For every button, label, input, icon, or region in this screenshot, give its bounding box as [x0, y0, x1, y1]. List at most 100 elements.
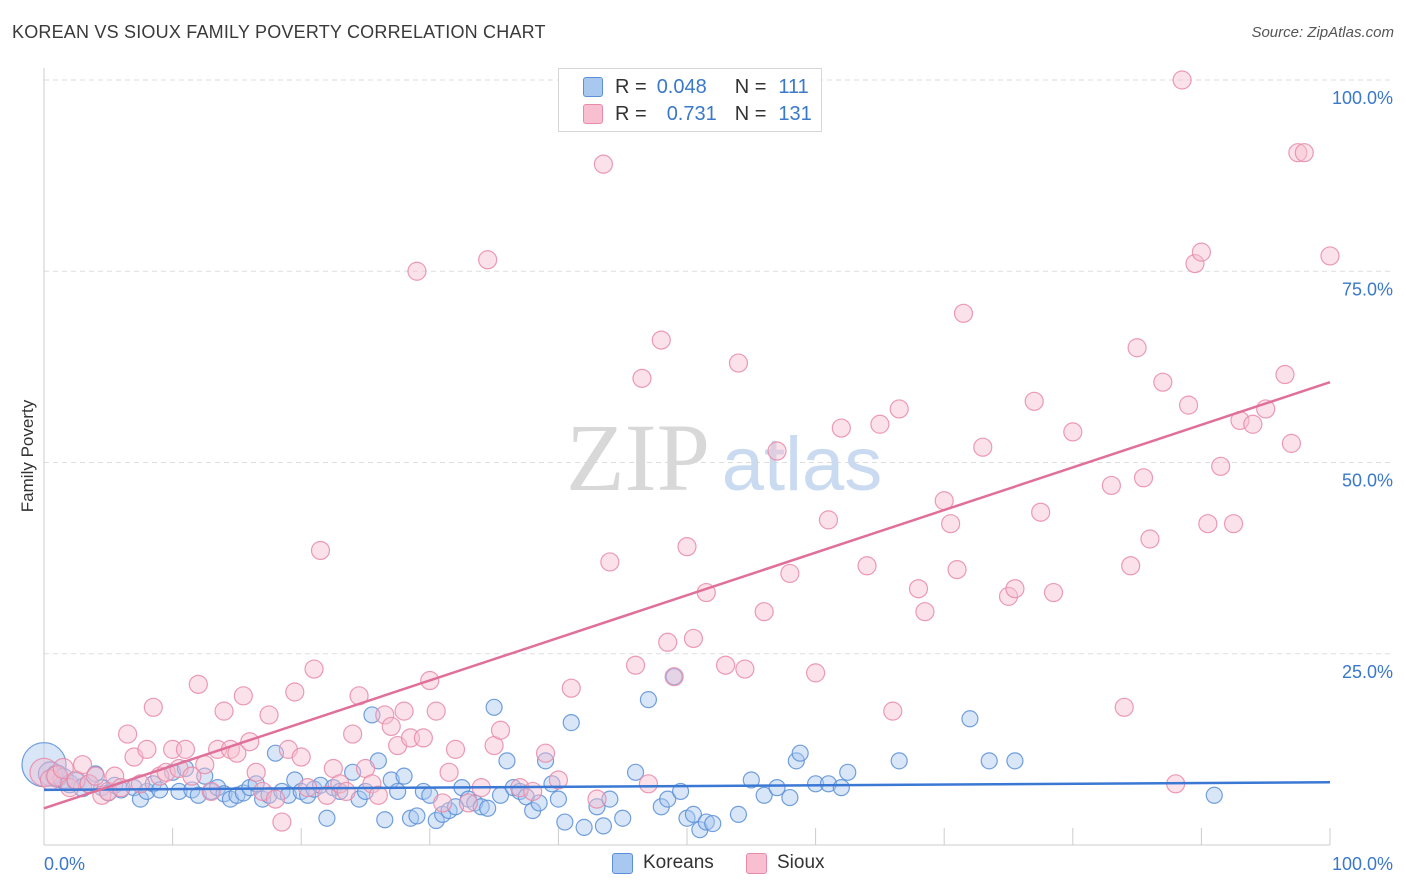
sioux-point	[651, 330, 671, 350]
sioux-point	[715, 655, 736, 675]
sioux-point	[259, 705, 279, 725]
sioux-point	[375, 705, 395, 725]
sioux-point	[998, 586, 1019, 606]
korean-point	[536, 752, 555, 770]
sioux-point	[638, 774, 659, 794]
sioux-point	[883, 701, 903, 721]
sioux-point	[304, 659, 324, 679]
sioux-point	[658, 632, 678, 652]
sioux-point	[317, 785, 337, 805]
korean-point	[549, 790, 568, 808]
korean-point	[684, 805, 703, 824]
korean-point	[791, 744, 809, 762]
sioux-point	[246, 762, 266, 782]
korean-point	[86, 765, 105, 783]
bottom-legend-label-koreans: Koreans	[643, 852, 714, 873]
sioux-point	[735, 659, 755, 679]
sioux-point	[265, 789, 286, 809]
sioux-point	[1133, 468, 1154, 488]
korean-point	[1006, 752, 1024, 770]
stats-legend: R = 0.048 N = 111 R = 0.731 N = 131	[558, 68, 822, 132]
sioux-point	[889, 399, 909, 419]
sioux-point	[445, 739, 466, 759]
legend-row-koreans: R = 0.048 N = 111	[583, 75, 809, 99]
sioux-point	[272, 812, 292, 832]
korean-point	[742, 771, 760, 789]
korean-point	[839, 763, 857, 781]
korean-point	[755, 786, 773, 804]
sioux-point	[1140, 529, 1160, 549]
korean-point	[659, 790, 677, 808]
korean-point	[671, 782, 690, 801]
sioux-point	[632, 368, 652, 388]
sioux-point	[1127, 338, 1147, 358]
korean-point	[408, 807, 426, 825]
sioux-point	[593, 154, 614, 174]
x-tick-label: 100.0%	[1332, 854, 1393, 874]
korean-point	[363, 706, 381, 724]
sioux-point	[336, 781, 356, 802]
korean-point	[980, 752, 998, 770]
sioux-point	[1101, 475, 1121, 496]
sioux-point	[915, 602, 935, 622]
y-axis-label: Family Poverty	[18, 399, 37, 513]
sioux-point	[478, 250, 498, 270]
sioux-point	[1243, 414, 1263, 434]
sioux-point	[767, 441, 787, 461]
sioux-point	[1178, 395, 1199, 415]
sioux-point	[664, 667, 684, 687]
sioux-point	[1024, 391, 1044, 411]
sioux-point	[201, 781, 221, 802]
sioux-point	[407, 261, 427, 281]
sioux-point	[381, 716, 401, 737]
legend-r-value: 0.731	[666, 102, 717, 125]
source-label: Source: ZipAtlas.com	[1251, 24, 1394, 41]
sioux-point	[214, 701, 234, 721]
sioux-point	[754, 602, 774, 622]
sioux-point	[1198, 514, 1218, 534]
sioux-point	[413, 728, 433, 748]
sioux-point	[143, 697, 163, 717]
x-tick-label: 0.0%	[44, 854, 85, 874]
sioux-point	[973, 437, 993, 457]
legend-swatch-sioux	[583, 104, 603, 124]
sioux-point	[1043, 582, 1064, 603]
bottom-legend-swatch-sioux	[746, 852, 767, 874]
korean-point	[781, 788, 799, 807]
sioux-point	[60, 778, 80, 798]
sioux-point	[561, 678, 581, 698]
y-tick-label: 100.0%	[1332, 88, 1393, 108]
sioux-point	[625, 655, 646, 675]
korean-point	[890, 752, 908, 770]
korean-point	[170, 782, 188, 801]
legend-r-label: R =	[615, 102, 647, 125]
x-tick-labels: 0.0% 100.0%	[44, 854, 1393, 874]
watermark: ZIP atlas	[566, 404, 882, 511]
sioux-point	[117, 724, 138, 744]
legend-r-label: R =	[615, 75, 647, 98]
sioux-point	[1153, 372, 1173, 392]
axes	[43, 68, 1331, 846]
sioux-point	[1294, 143, 1314, 163]
sioux-point	[285, 682, 305, 702]
sioux-point	[1320, 246, 1340, 266]
sioux-point	[182, 766, 202, 786]
sioux-point	[818, 510, 839, 530]
y-tick-label: 50.0%	[1342, 471, 1393, 491]
sioux-point	[394, 701, 414, 721]
legend-n-value: 111	[778, 75, 809, 98]
sioux-point	[368, 785, 388, 805]
korean-point	[729, 805, 748, 824]
sioux-point	[188, 674, 208, 694]
sioux-point	[85, 766, 106, 786]
sioux-point	[72, 755, 93, 775]
sioux-point	[941, 514, 961, 534]
sioux-point	[433, 793, 453, 813]
sioux-point	[1211, 456, 1231, 476]
sioux-trendline	[43, 380, 1331, 810]
korean-point	[665, 668, 683, 686]
legend-n-value: 131	[778, 102, 812, 125]
korean-point	[594, 817, 613, 835]
sioux-point	[805, 663, 826, 683]
